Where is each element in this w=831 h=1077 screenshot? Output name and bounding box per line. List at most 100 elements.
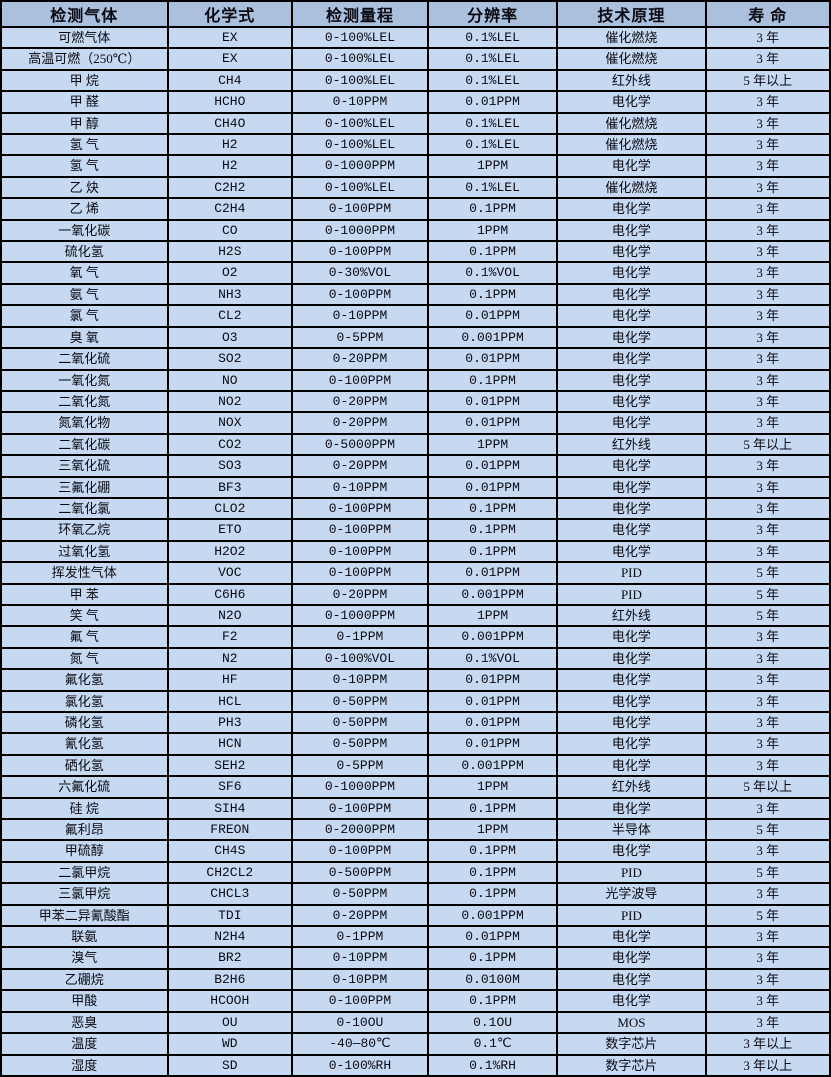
table-row: 氰化氢 HCN 0-50PPM 0.01PPM 电化学 3 年 xyxy=(0,732,831,756)
column-header-chemical-formula: 化学式 xyxy=(166,0,293,28)
cell-resolution: 0.01PPM xyxy=(426,347,559,371)
cell-gas-name: 六氟化硫 xyxy=(0,775,169,799)
cell-gas-name: 氨 气 xyxy=(0,282,169,307)
cell-technology-principle: 光学波导 xyxy=(556,882,707,906)
cell-resolution: 0.001PPM xyxy=(426,325,559,350)
cell-lifespan: 3 年 xyxy=(704,625,831,649)
cell-resolution: 0.1PPM xyxy=(426,839,559,863)
cell-detection-range: 0-100%LEL xyxy=(290,133,429,157)
cell-technology-principle: 电化学 xyxy=(556,668,707,692)
cell-detection-range: 0-5PPM xyxy=(290,753,429,778)
cell-detection-range: 0-5PPM xyxy=(290,325,429,350)
cell-chemical-formula: O2 xyxy=(166,261,293,285)
cell-gas-name: 甲 醇 xyxy=(0,111,169,136)
cell-chemical-formula: H2S xyxy=(166,240,293,264)
cell-technology-principle: 电化学 xyxy=(556,496,707,521)
cell-detection-range: 0-10PPM xyxy=(290,668,429,692)
cell-technology-principle: 红外线 xyxy=(556,603,707,628)
cell-resolution: 0.1%VOL xyxy=(426,261,559,285)
cell-resolution: 0.1PPM xyxy=(426,539,559,564)
cell-technology-principle: 催化燃烧 xyxy=(556,25,707,50)
cell-detection-range: 0-1PPM xyxy=(290,625,429,649)
cell-lifespan: 3 年以上 xyxy=(704,1032,831,1056)
cell-detection-range: 0-10PPM xyxy=(290,475,429,499)
cell-detection-range: 0-1000PPM xyxy=(290,775,429,799)
cell-detection-range: 0-50PPM xyxy=(290,710,429,735)
table-row: 甲苯二异氰酸酯 TDI 0-20PPM 0.001PPM PID 5 年 xyxy=(0,903,831,928)
cell-gas-name: 甲硫醇 xyxy=(0,839,169,863)
cell-resolution: 0.1%VOL xyxy=(426,646,559,671)
cell-chemical-formula: N2 xyxy=(166,646,293,671)
cell-chemical-formula: SO2 xyxy=(166,347,293,371)
cell-gas-name: 甲苯二异氰酸酯 xyxy=(0,903,169,928)
table-row: 氨 气 NH3 0-100PPM 0.1PPM 电化学 3 年 xyxy=(0,282,831,307)
table-row: 挥发性气体 VOC 0-100PPM 0.01PPM PID 5 年 xyxy=(0,561,831,585)
table-row: 恶臭 OU 0-10OU 0.1OU MOS 3 年 xyxy=(0,1010,831,1035)
table-row: 氟利昂 FREON 0-2000PPM 1PPM 半导体 5 年 xyxy=(0,818,831,842)
cell-resolution: 0.001PPM xyxy=(426,753,559,778)
cell-technology-principle: PID xyxy=(556,903,707,928)
cell-technology-principle: 数字芯片 xyxy=(556,1032,707,1056)
cell-technology-principle: 电化学 xyxy=(556,753,707,778)
cell-detection-range: 0-20PPM xyxy=(290,389,429,414)
cell-resolution: 1PPM xyxy=(426,218,559,243)
cell-lifespan: 3 年 xyxy=(704,454,831,478)
cell-resolution: 0.1PPM xyxy=(426,368,559,392)
cell-detection-range: 0-50PPM xyxy=(290,882,429,906)
cell-technology-principle: 电化学 xyxy=(556,389,707,414)
cell-lifespan: 3 年 xyxy=(704,839,831,863)
cell-gas-name: 恶臭 xyxy=(0,1010,169,1035)
cell-detection-range: 0-20PPM xyxy=(290,454,429,478)
cell-resolution: 0.01PPM xyxy=(426,925,559,949)
column-header-lifespan: 寿 命 xyxy=(704,0,831,28)
cell-resolution: 0.1%LEL xyxy=(426,111,559,136)
cell-lifespan: 3 年 xyxy=(704,325,831,350)
cell-technology-principle: 电化学 xyxy=(556,689,707,714)
table-row: 温度 WD -40—80℃ 0.1℃ 数字芯片 3 年以上 xyxy=(0,1032,831,1056)
cell-lifespan: 3 年 xyxy=(704,175,831,200)
table-row: 甲 烷 CH4 0-100%LEL 0.1%LEL 红外线 5 年以上 xyxy=(0,68,831,93)
cell-chemical-formula: CO2 xyxy=(166,432,293,457)
cell-resolution: 0.1%LEL xyxy=(426,25,559,50)
cell-chemical-formula: C6H6 xyxy=(166,582,293,606)
cell-lifespan: 3 年 xyxy=(704,946,831,970)
table-row: 湿度 SD 0-100%RH 0.1%RH 数字芯片 3 年以上 xyxy=(0,1053,831,1077)
cell-technology-principle: PID xyxy=(556,561,707,585)
cell-technology-principle: 电化学 xyxy=(556,411,707,435)
table-row: 乙 烯 C2H4 0-100PPM 0.1PPM 电化学 3 年 xyxy=(0,197,831,221)
table-row: 三氧化硫 SO3 0-20PPM 0.01PPM 电化学 3 年 xyxy=(0,454,831,478)
cell-gas-name: 二氧化氯 xyxy=(0,496,169,521)
cell-detection-range: 0-100%LEL xyxy=(290,47,429,71)
cell-lifespan: 3 年 xyxy=(704,732,831,756)
cell-resolution: 0.1PPM xyxy=(426,518,559,542)
cell-technology-principle: MOS xyxy=(556,1010,707,1035)
cell-chemical-formula: VOC xyxy=(166,561,293,585)
cell-resolution: 0.01PPM xyxy=(426,454,559,478)
cell-technology-principle: 催化燃烧 xyxy=(556,175,707,200)
table-row: 臭 氧 O3 0-5PPM 0.001PPM 电化学 3 年 xyxy=(0,325,831,350)
cell-resolution: 0.1PPM xyxy=(426,496,559,521)
cell-detection-range: 0-100%LEL xyxy=(290,175,429,200)
table-row: 二氧化碳 CO2 0-5000PPM 1PPM 红外线 5 年以上 xyxy=(0,432,831,457)
cell-detection-range: 0-100%LEL xyxy=(290,25,429,50)
cell-technology-principle: 电化学 xyxy=(556,625,707,649)
cell-resolution: 0.0100M xyxy=(426,967,559,992)
cell-resolution: 0.01PPM xyxy=(426,689,559,714)
cell-gas-name: 硅 烷 xyxy=(0,796,169,821)
cell-chemical-formula: NH3 xyxy=(166,282,293,307)
cell-detection-range: 0-20PPM xyxy=(290,347,429,371)
cell-detection-range: 0-100PPM xyxy=(290,368,429,392)
cell-chemical-formula: TDI xyxy=(166,903,293,928)
cell-lifespan: 3 年 xyxy=(704,368,831,392)
cell-gas-name: 笑 气 xyxy=(0,603,169,628)
cell-detection-range: 0-1PPM xyxy=(290,925,429,949)
cell-technology-principle: 电化学 xyxy=(556,90,707,114)
cell-gas-name: 甲 苯 xyxy=(0,582,169,606)
table-row: 过氧化氢 H2O2 0-100PPM 0.1PPM 电化学 3 年 xyxy=(0,539,831,564)
cell-gas-name: 溴气 xyxy=(0,946,169,970)
cell-gas-name: 氟利昂 xyxy=(0,818,169,842)
cell-chemical-formula: ETO xyxy=(166,518,293,542)
cell-resolution: 0.01PPM xyxy=(426,475,559,499)
cell-technology-principle: 电化学 xyxy=(556,946,707,970)
